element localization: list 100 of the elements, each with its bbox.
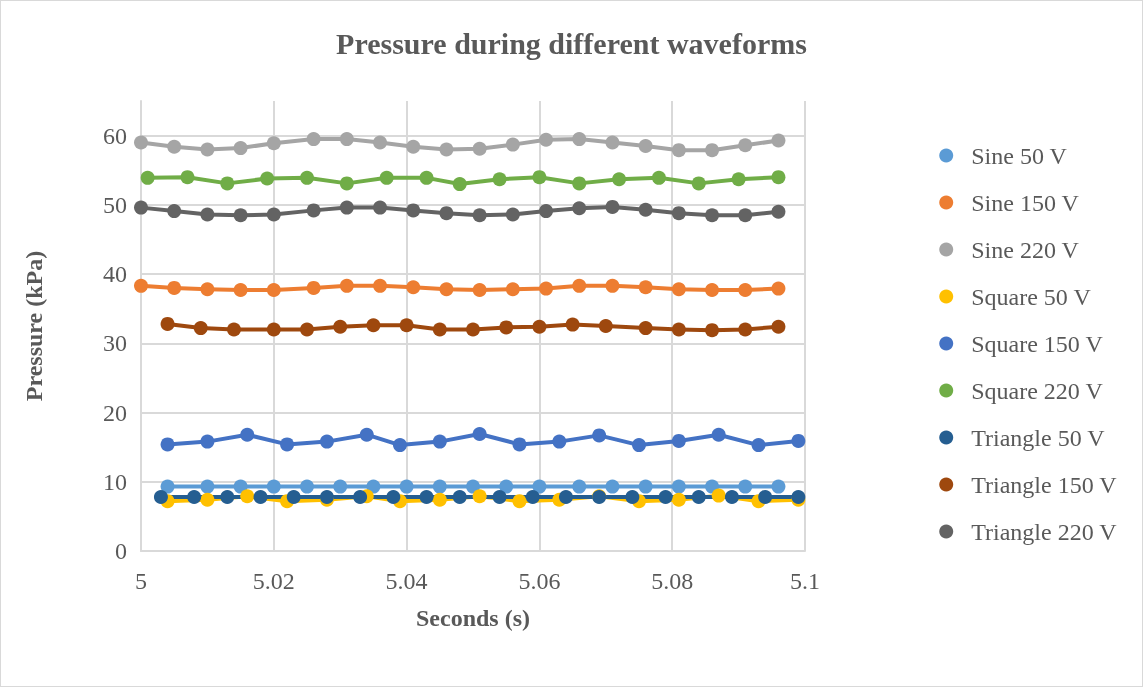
point (193, 321, 208, 336)
point (134, 135, 148, 150)
point (306, 203, 321, 218)
point (379, 170, 394, 185)
point (153, 490, 168, 504)
point (306, 280, 321, 295)
point (771, 319, 786, 334)
y-tick-label: 20 (103, 399, 127, 426)
point (399, 318, 414, 333)
point (572, 278, 587, 293)
point (525, 490, 540, 504)
point (373, 278, 388, 293)
point (399, 479, 414, 494)
point (392, 438, 407, 453)
point (532, 479, 547, 494)
point (439, 282, 454, 297)
point (612, 172, 627, 187)
point (333, 319, 348, 334)
point (539, 132, 554, 147)
point (705, 143, 720, 158)
point (671, 206, 686, 221)
point (419, 170, 434, 185)
point (432, 492, 447, 507)
point (280, 437, 295, 452)
point (373, 200, 388, 215)
legend-label: Sine 220 V (971, 236, 1080, 263)
point (240, 489, 255, 504)
point (552, 434, 567, 449)
point (532, 319, 547, 334)
point (439, 142, 454, 157)
point (266, 479, 281, 494)
point (512, 494, 527, 509)
point (200, 207, 215, 222)
point (359, 427, 374, 442)
point (771, 170, 786, 185)
point (200, 142, 215, 157)
x-tick-label: 5.06 (518, 568, 561, 594)
point (592, 428, 607, 443)
point (598, 319, 613, 333)
point (306, 132, 321, 147)
point (711, 488, 726, 503)
point (167, 280, 182, 295)
point (134, 200, 148, 215)
point (658, 490, 673, 504)
point (691, 490, 706, 504)
point (160, 437, 175, 452)
legend-label: Square 50 V (971, 283, 1092, 310)
point (266, 207, 281, 222)
point (572, 201, 587, 216)
point (260, 171, 275, 186)
point (738, 138, 753, 153)
point (187, 490, 202, 504)
point (300, 479, 314, 494)
point (532, 170, 547, 185)
point (671, 479, 686, 494)
point (339, 176, 354, 191)
point (572, 132, 587, 147)
point (565, 317, 580, 332)
point (134, 278, 148, 293)
x-tick-label: 5.02 (252, 568, 295, 594)
point (738, 208, 753, 223)
chart-title: Pressure during different waveforms (336, 26, 807, 60)
point (386, 490, 401, 504)
point (200, 434, 215, 449)
point (505, 207, 520, 222)
point (505, 282, 520, 297)
point (339, 278, 354, 293)
point (419, 490, 434, 504)
point (492, 172, 507, 187)
point (671, 143, 686, 158)
legend-label: Triangle 220 V (971, 518, 1118, 545)
point (572, 479, 587, 494)
point (738, 322, 753, 337)
point (300, 170, 314, 185)
legend-label: Triangle 150 V (971, 471, 1118, 498)
point (432, 322, 447, 337)
legend-label: Triangle 50 V (971, 424, 1106, 451)
point (638, 479, 653, 494)
point (339, 200, 354, 215)
point (220, 176, 235, 191)
point (439, 206, 454, 221)
point (233, 208, 248, 223)
x-tick-label: 5.08 (651, 568, 694, 594)
legend-label: Sine 150 V (971, 189, 1080, 216)
y-tick-label: 50 (103, 191, 127, 218)
point (505, 137, 520, 152)
point (605, 135, 620, 150)
point (266, 283, 281, 297)
point (200, 479, 215, 494)
point (406, 203, 421, 218)
point (539, 281, 554, 296)
legend-label: Square 150 V (971, 330, 1104, 357)
point (167, 204, 182, 219)
point (253, 490, 268, 504)
point (625, 490, 640, 504)
point (339, 132, 354, 147)
point (333, 479, 348, 494)
point (220, 490, 235, 504)
point (572, 176, 587, 191)
point (771, 479, 786, 494)
